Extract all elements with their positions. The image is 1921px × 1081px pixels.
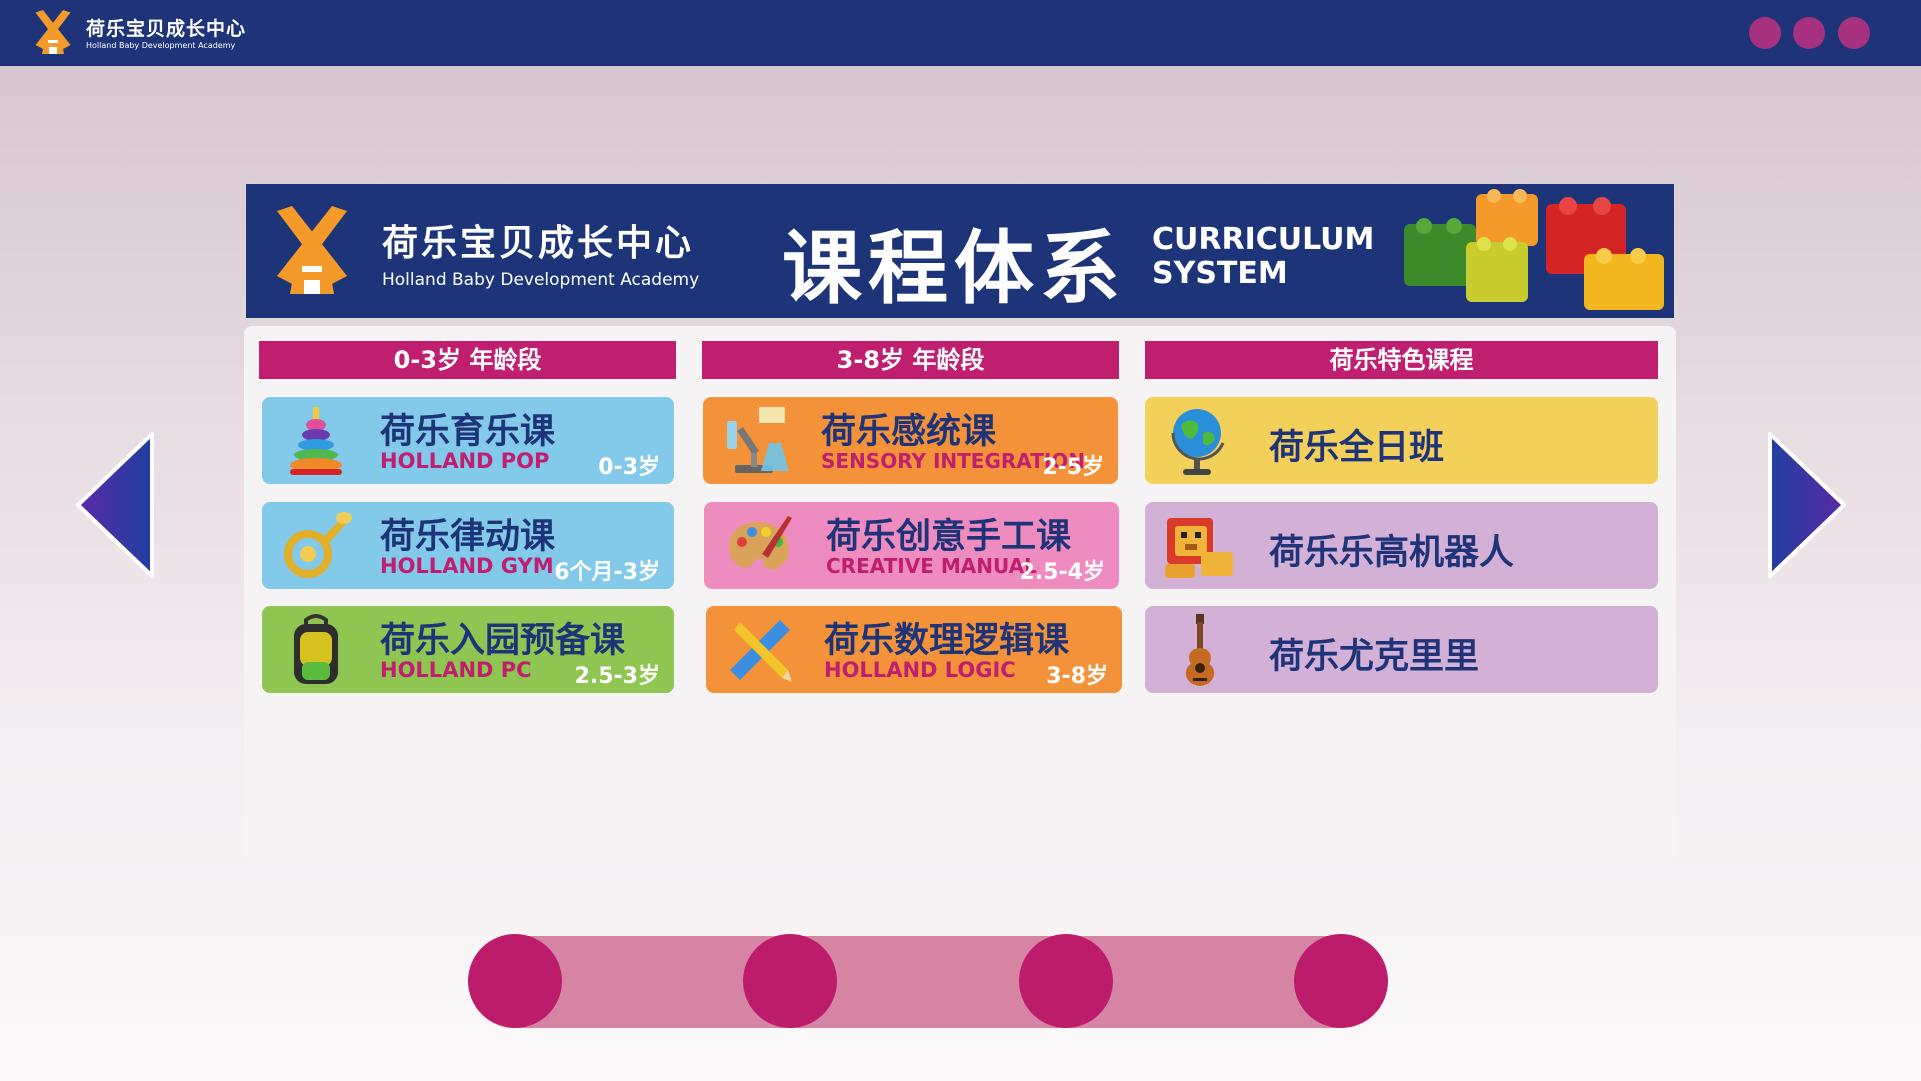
course-name: 荷乐律动课 xyxy=(380,517,556,557)
course-name: 荷乐育乐课 xyxy=(380,412,556,452)
course-english: HOLLAND LOGIC xyxy=(824,658,1016,682)
banner-title: 荷乐宝贝成长中心 xyxy=(382,223,695,264)
course-age: 2.5-3岁 xyxy=(574,664,660,689)
app-subtitle: Holland Baby Development Academy xyxy=(86,41,236,50)
arrow-right-icon[interactable] xyxy=(1764,430,1848,580)
banner-subtitle: Holland Baby Development Academy xyxy=(382,270,700,290)
top-bar: 荷乐宝贝成长中心 Holland Baby Development Academ… xyxy=(0,0,1921,66)
ruler-pencil-icon xyxy=(730,620,792,682)
curriculum-heading: 课程体系 xyxy=(782,222,1126,315)
lego-lion-icon xyxy=(1165,518,1233,578)
course-card-holland-pc[interactable]: 荷乐入园预备课 HOLLAND PC 2.5-3岁 xyxy=(262,606,674,693)
backpack-icon xyxy=(294,614,338,684)
page-dot-3[interactable] xyxy=(1019,934,1113,1028)
column-header-0-3: 0-3岁 年龄段 xyxy=(259,341,676,379)
course-card-full-day-class[interactable]: 荷乐全日班 xyxy=(1145,397,1658,484)
lego-blocks-icon xyxy=(1404,189,1664,310)
course-card-holland-logic[interactable]: 荷乐数理逻辑课 HOLLAND LOGIC 3-8岁 xyxy=(706,606,1122,693)
course-age: 3-8岁 xyxy=(1046,664,1108,689)
curriculum-heading-en-line1: CURRICULUM xyxy=(1152,222,1375,257)
course-name: 荷乐感统课 xyxy=(821,412,997,452)
app-title: 荷乐宝贝成长中心 xyxy=(86,18,247,40)
course-card-holland-pop[interactable]: 荷乐育乐课 HOLLAND POP 0-3岁 xyxy=(262,397,674,484)
course-card-sensory-integration[interactable]: 荷乐感统课 SENSORY INTEGRATION 2-5岁 xyxy=(703,397,1118,484)
course-card-ukulele[interactable]: 荷乐尤克里里 xyxy=(1145,606,1658,693)
course-card-holland-gym[interactable]: 荷乐律动课 HOLLAND GYM 6个月-3岁 xyxy=(262,502,674,589)
course-age: 6个月-3岁 xyxy=(554,560,660,585)
course-english: SENSORY INTEGRATION xyxy=(821,449,1086,473)
column-header-special: 荷乐特色课程 xyxy=(1145,341,1658,379)
globe-icon xyxy=(1171,409,1225,475)
course-name: 荷乐创意手工课 xyxy=(826,517,1072,557)
course-english: HOLLAND GYM xyxy=(380,554,554,578)
microscope-icon xyxy=(727,407,789,473)
window-control-2[interactable] xyxy=(1793,17,1825,49)
course-card-lego-robotics[interactable]: 荷乐乐高机器人 xyxy=(1145,502,1658,589)
ukulele-icon xyxy=(1185,614,1215,686)
page-dot-2[interactable] xyxy=(743,934,837,1028)
window-control-1[interactable] xyxy=(1749,17,1781,49)
course-name: 荷乐全日班 xyxy=(1269,428,1445,468)
page-dot-1[interactable] xyxy=(468,934,562,1028)
course-card-creative-manual[interactable]: 荷乐创意手工课 CREATIVE MANUAL 2.5-4岁 xyxy=(704,502,1119,589)
course-english: CREATIVE MANUAL xyxy=(826,554,1037,578)
course-age: 0-3岁 xyxy=(598,455,660,480)
windmill-icon xyxy=(277,206,347,294)
course-age: 2.5-4岁 xyxy=(1019,560,1105,585)
course-english: HOLLAND PC xyxy=(380,658,532,682)
window-control-3[interactable] xyxy=(1838,17,1870,49)
curriculum-heading-en-line2: SYSTEM xyxy=(1152,256,1288,291)
horn-icon xyxy=(284,512,352,578)
page-dot-4[interactable] xyxy=(1294,934,1388,1028)
palette-icon xyxy=(729,516,792,570)
arrow-left-icon[interactable] xyxy=(74,430,158,580)
course-name: 荷乐入园预备课 xyxy=(380,621,626,661)
course-age: 2-5岁 xyxy=(1042,455,1104,480)
course-name: 荷乐数理逻辑课 xyxy=(824,621,1070,661)
course-english: HOLLAND POP xyxy=(380,449,550,473)
stacking-rings-icon xyxy=(290,407,342,475)
curriculum-banner: 荷乐宝贝成长中心 Holland Baby Development Academ… xyxy=(246,184,1674,318)
course-name: 荷乐乐高机器人 xyxy=(1269,533,1515,573)
pagination-track xyxy=(470,936,1386,1028)
windmill-icon xyxy=(35,10,71,54)
course-name: 荷乐尤克里里 xyxy=(1269,637,1480,677)
column-header-3-8: 3-8岁 年龄段 xyxy=(702,341,1119,379)
